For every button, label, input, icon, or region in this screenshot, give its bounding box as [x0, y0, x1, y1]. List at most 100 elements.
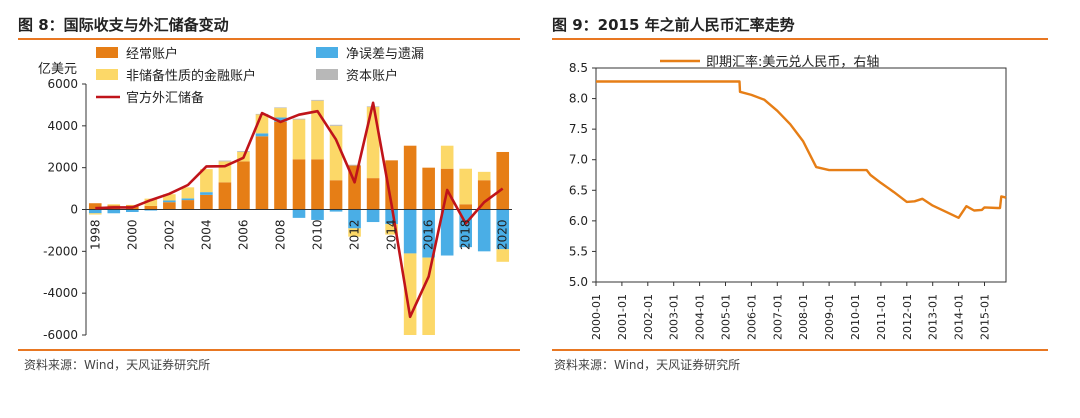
- bar-errors: [126, 209, 139, 213]
- bar-capital: [218, 160, 232, 162]
- bar-current: [311, 159, 324, 210]
- bar-financial: [459, 168, 472, 205]
- bar-financial: [88, 213, 102, 215]
- y-tick-label: 8.0: [569, 92, 588, 106]
- bar-errors: [163, 200, 176, 203]
- chart-panel-reserves: 图 8：国际收支与外汇储备变动 6000 4000 2000 0 -2000 -4000 -…: [18, 16, 520, 372]
- bar-capital: [311, 99, 324, 101]
- bar-errors: [181, 198, 195, 201]
- legend-label-current: 经常账户: [126, 46, 178, 62]
- bar-errors: [255, 133, 269, 137]
- legend-swatch-errors: [316, 47, 338, 58]
- x-tick-label: 2018: [459, 220, 473, 251]
- title-divider: [552, 38, 1048, 40]
- x-tick-label: 2004: [199, 220, 213, 251]
- y-tick-label: 7.5: [569, 122, 588, 136]
- source-note: 资料来源：Wind，天风证券研究所: [24, 358, 211, 372]
- bar-current: [496, 151, 510, 210]
- bar-financial: [348, 228, 361, 237]
- legend-label-errors: 净误差与遗漏: [346, 46, 424, 62]
- y-tick-label: 7.0: [569, 153, 588, 167]
- chart-panel-fx: 图 9：2015 年之前人民币汇率走势 8.5 8.0 7.5 7.0 6.5 6.0 5.…: [540, 0, 1080, 418]
- bar-current: [329, 180, 343, 210]
- y-tick-label: 5.0: [569, 275, 588, 289]
- x-tick-label: 2001-01: [616, 294, 629, 340]
- bar-current: [274, 121, 287, 210]
- bar-errors: [422, 209, 435, 258]
- bar-financial: [440, 145, 454, 169]
- x-tick-label: 2010: [311, 220, 325, 251]
- bar-financial: [311, 100, 324, 160]
- bar-errors: [348, 209, 361, 229]
- bar-errors: [477, 209, 491, 252]
- bar-current: [181, 200, 195, 210]
- x-tick-label: 2007-01: [771, 294, 784, 340]
- bar-errors: [496, 209, 510, 250]
- bar-financial: [163, 194, 176, 201]
- bar-current: [403, 145, 417, 210]
- bar-financial: [292, 119, 306, 160]
- x-tick-label: 2009-01: [823, 294, 836, 340]
- x-tick-label: 2014-01: [953, 294, 966, 340]
- bar-financial: [274, 108, 287, 118]
- x-tick-label: 2003-01: [668, 294, 681, 340]
- x-tick-label: 2016: [422, 220, 436, 251]
- bar-financial: [403, 253, 417, 335]
- x-tick-label: 2012: [348, 220, 362, 251]
- bar-capital: [348, 164, 361, 166]
- y-tick-label: -4000: [43, 286, 78, 300]
- bar-capital: [329, 124, 343, 126]
- y-tick-label: 2000: [47, 161, 78, 175]
- legend-label-fx: 即期汇率:美元兑人民币，右轴: [706, 54, 879, 70]
- bar-capital: [292, 118, 306, 120]
- x-tick-label: 2006-01: [745, 294, 758, 340]
- bar-errors: [88, 209, 102, 214]
- bar-financial: [181, 187, 195, 199]
- bar-current: [366, 178, 380, 210]
- source-divider: [552, 349, 1048, 351]
- bar-financial: [329, 125, 343, 181]
- y-tick-label: 8.5: [569, 61, 588, 75]
- y-tick-label: -2000: [43, 244, 78, 258]
- y-tick-label: 6.0: [569, 214, 588, 228]
- legend-label-capital: 资本账户: [346, 68, 398, 84]
- bar-financial: [200, 169, 213, 193]
- bar-current: [144, 205, 158, 210]
- bar-current: [200, 194, 213, 210]
- x-tick-label: 2006: [236, 220, 250, 251]
- bar-errors: [311, 209, 324, 220]
- legend-label-financial: 非储备性质的金融账户: [126, 68, 256, 84]
- plot-frame: [595, 67, 1007, 283]
- legend-label-reserves: 官方外汇储备: [126, 90, 204, 106]
- bar-errors: [274, 117, 287, 122]
- bar-current: [218, 182, 232, 210]
- bar-errors: [403, 209, 417, 254]
- bar-financial: [477, 171, 491, 181]
- fx-rate-line: [596, 80, 1007, 220]
- x-tick-label: 2012-01: [901, 294, 914, 340]
- y-tick-label: 5.5: [569, 244, 588, 258]
- bar-current: [237, 161, 250, 210]
- figure-title: 图 8：国际收支与外汇储备变动: [18, 16, 229, 34]
- bar-errors: [107, 209, 121, 214]
- bar-errors: [329, 209, 343, 212]
- bar-errors: [440, 209, 454, 256]
- reserves-line: [95, 101, 504, 319]
- x-tick-label: 2010-01: [849, 294, 862, 340]
- y-tick-label: -6000: [43, 328, 78, 342]
- x-tick-label: 2002: [162, 220, 176, 251]
- bar-financial: [107, 204, 121, 206]
- x-tick-label: 2000-01: [590, 294, 603, 340]
- bar-current: [163, 202, 176, 210]
- bar-current: [422, 167, 435, 210]
- source-divider: [18, 349, 520, 351]
- y-axis-unit-label: 亿美元: [38, 62, 77, 77]
- bar-current: [385, 160, 398, 210]
- legend-swatch-capital: [316, 69, 338, 80]
- x-tick-label: 2002-01: [642, 294, 655, 340]
- x-tick-label: 2015-01: [979, 294, 992, 340]
- source-note: 资料来源：Wind，天风证券研究所: [554, 358, 741, 372]
- x-tick-label: 2014: [385, 220, 399, 251]
- bar-capital: [274, 107, 287, 109]
